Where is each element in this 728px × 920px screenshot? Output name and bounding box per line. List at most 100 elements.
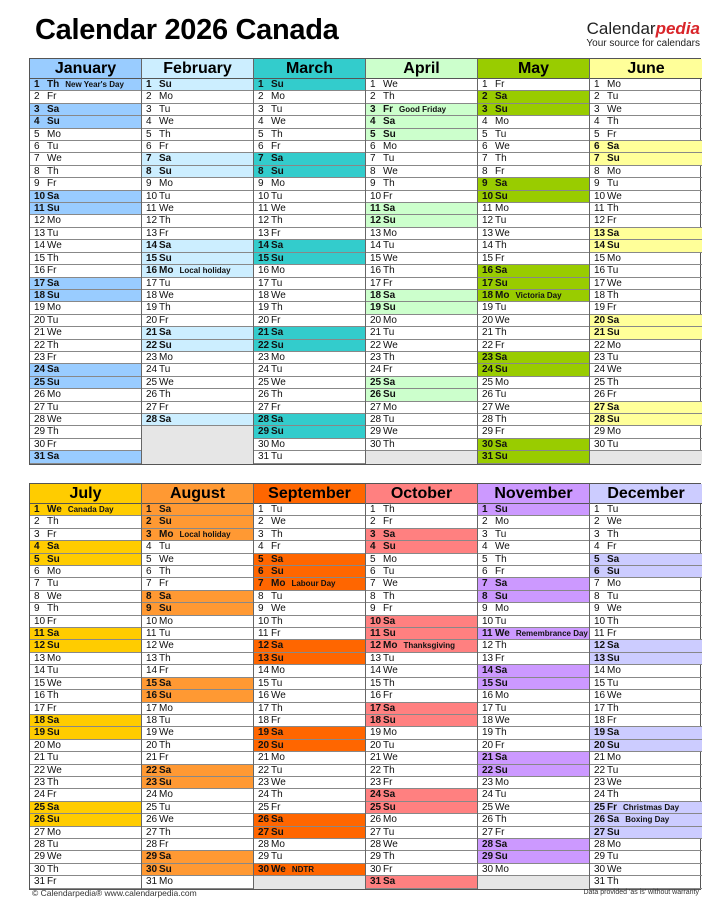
weekday-label: Tu <box>607 265 619 277</box>
day-cell: 28 Su <box>590 413 702 427</box>
weekday-label: Fr <box>159 838 169 850</box>
day-number: 12 <box>482 640 494 652</box>
day-cell: 10 Th <box>590 616 702 629</box>
day-cell: 21 Sa <box>254 327 365 340</box>
day-cell: 13 Th <box>142 653 253 666</box>
day-cell: 19 Sa <box>254 727 365 740</box>
day-number: 30 <box>370 863 382 875</box>
day-cell: 6 Tu <box>366 566 477 579</box>
day-cell: 21 Tu <box>30 752 141 765</box>
day-number: 5 <box>34 128 40 140</box>
day-number: 25 <box>146 801 158 813</box>
day-cell: 8 Su <box>142 165 253 179</box>
day-number: 18 <box>258 289 270 301</box>
day-number: 24 <box>34 364 46 376</box>
weekday-label: Sa <box>47 451 60 463</box>
day-number: 7 <box>34 153 40 165</box>
day-number: 6 <box>370 141 376 153</box>
day-number: 23 <box>258 351 270 363</box>
day-cell: 9 Th <box>30 603 141 616</box>
day-cell: 16 We <box>254 690 365 703</box>
day-cell: 12 Th <box>254 215 365 228</box>
weekday-label: Mo <box>159 615 173 627</box>
weekday-label: Tu <box>383 566 395 578</box>
weekday-label: Th <box>271 702 283 714</box>
weekday-label: Mo <box>495 516 509 528</box>
weekday-label: Fr <box>47 702 57 714</box>
day-number: 24 <box>146 789 158 801</box>
day-number: 22 <box>258 339 270 351</box>
day-number: 17 <box>482 277 494 289</box>
weekday-label: Th <box>47 690 59 702</box>
weekday-label: Mo <box>383 727 397 739</box>
day-number: 11 <box>594 628 605 640</box>
weekday-label: Sa <box>47 714 60 726</box>
weekday-label: Sa <box>159 327 172 339</box>
day-cell: 23 Su <box>142 776 253 790</box>
day-number: 17 <box>370 702 382 714</box>
month-column-november: November 1 Su 2 Mo 3 Tu 4 We 5 Th 6 Fr 7 Sa 8 Su 9 Mo 10 Tu 1… <box>478 484 590 889</box>
day-cell: 16 Mo <box>254 265 365 278</box>
day-number: 28 <box>482 838 494 850</box>
day-number: 29 <box>258 851 270 863</box>
weekday-label: Sa <box>383 789 396 801</box>
weekday-label: Fr <box>159 665 169 677</box>
day-number: 15 <box>258 252 270 264</box>
weekday-label: Sa <box>159 764 172 776</box>
day-cell: 1 Fr <box>478 79 589 92</box>
day-number: 12 <box>370 215 382 227</box>
day-cell: 24 Su <box>478 364 589 377</box>
day-cell: 29 Mo <box>590 426 702 439</box>
day-number: 12 <box>594 640 606 652</box>
day-cell: 3 Tu <box>478 529 589 542</box>
day-cell: 12 Fr <box>590 215 702 228</box>
day-cell: 5 Su <box>366 128 477 142</box>
weekday-label: We <box>47 851 62 863</box>
day-number: 5 <box>146 128 152 140</box>
day-number: 27 <box>34 401 46 413</box>
day-cell: 18 We <box>478 715 589 728</box>
day-cell: 9 Mo <box>254 178 365 191</box>
day-cell: 22 Th <box>30 340 141 352</box>
day-number: 31 <box>370 876 382 888</box>
weekday-label: Mo <box>47 826 61 838</box>
day-number: 23 <box>482 351 494 363</box>
weekday-label: Fr <box>383 603 393 615</box>
weekday-label: Sa <box>271 153 284 165</box>
day-cell: 2 Tu <box>590 91 702 104</box>
weekday-label: Tu <box>607 851 619 863</box>
day-number: 1 <box>482 504 488 515</box>
day-cell: 27 Tu <box>30 402 141 414</box>
day-number: 9 <box>258 603 264 615</box>
weekday-label: We <box>47 504 62 515</box>
weekday-label: Su <box>495 851 508 863</box>
day-number: 5 <box>34 553 40 565</box>
weekday-label: Tu <box>271 504 283 515</box>
day-number: 7 <box>146 578 152 590</box>
day-number: 16 <box>34 690 46 702</box>
day-cell: 29 Sa <box>142 851 253 864</box>
weekday-label: Mo <box>607 79 621 90</box>
day-number: 8 <box>370 590 376 602</box>
day-number: 2 <box>34 91 40 103</box>
day-cell: 15 We <box>30 678 141 691</box>
month-column-april: April 1 We 2 Th 3 Fr Good Friday 4 Sa 5 Su 6 Mo 7 Tu 8 We… <box>366 59 478 464</box>
day-cell: 5 Sa <box>254 553 365 567</box>
day-cell: 22 Mo <box>590 340 702 352</box>
day-number: 22 <box>34 339 46 351</box>
day-number: 9 <box>34 178 40 190</box>
day-cell: 7 Fr <box>142 578 253 591</box>
day-cell: 30 Fr <box>366 863 477 877</box>
day-number: 2 <box>482 91 488 103</box>
day-cell: 16 Th <box>30 690 141 703</box>
day-number: 17 <box>482 702 494 714</box>
day-cell: 22 We <box>30 765 141 777</box>
day-cell: 26 Mo <box>366 814 477 827</box>
day-cell: 4 We <box>142 116 253 129</box>
weekday-label: Fr <box>383 776 393 788</box>
day-number: 6 <box>482 566 488 578</box>
weekday-label: Th <box>271 528 283 540</box>
day-cell: 20 Tu <box>30 315 141 328</box>
day-cell: 28 Mo <box>590 839 702 852</box>
day-cell: 26 We <box>142 814 253 827</box>
